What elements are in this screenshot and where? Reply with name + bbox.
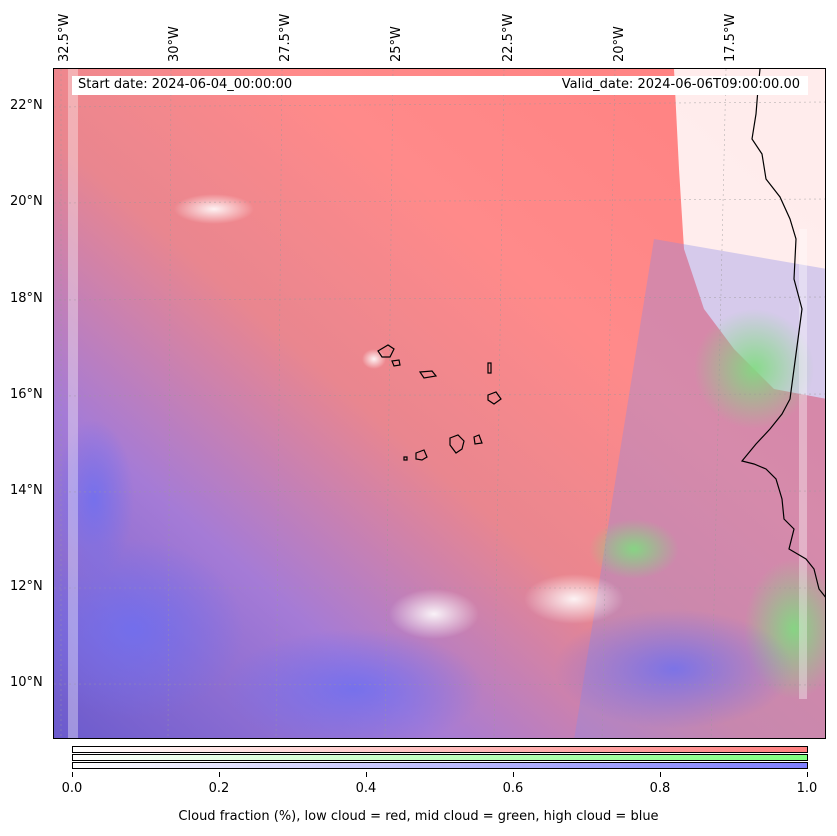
edge-artifact <box>799 229 807 699</box>
mid-cloud-colorbar <box>72 754 808 761</box>
clear-sky-region <box>674 69 825 399</box>
colorbar-tick-label: 0.6 <box>502 781 524 796</box>
colorbar-tick <box>72 772 73 777</box>
mixed-cloud-patch <box>389 589 479 639</box>
colorbar-tick-label: 0.2 <box>208 781 230 796</box>
latitude-label: 16°N <box>10 387 43 402</box>
latitude-label: 10°N <box>10 675 43 690</box>
low-cloud-colorbar <box>72 746 808 753</box>
latitude-label: 22°N <box>10 98 43 113</box>
mid-cloud-patch <box>589 519 679 579</box>
colorbar-tick-label: 0.4 <box>355 781 377 796</box>
map-canvas <box>54 69 825 738</box>
high-cloud-patch <box>224 629 484 738</box>
longitude-label: 32.5°W <box>57 13 72 62</box>
mixed-cloud-patch <box>524 574 624 624</box>
colorbar-tick-label: 0.0 <box>61 781 83 796</box>
longitude-label: 22.5°W <box>501 13 516 62</box>
latitude-label: 18°N <box>10 291 43 306</box>
gridlines <box>54 69 825 738</box>
high-cloud-colorbar <box>72 762 808 769</box>
mixed-cloud-patch <box>174 194 254 224</box>
latitude-label: 12°N <box>10 579 43 594</box>
mid-cloud-patch <box>694 309 814 429</box>
coastline <box>740 69 825 598</box>
colorbar-tick-label: 0.8 <box>649 781 671 796</box>
mixed-cloud-patch <box>362 349 386 369</box>
colorbar-tick-label: 1.0 <box>796 781 818 796</box>
high-cloud-patch <box>554 609 794 729</box>
longitude-label: 27.5°W <box>278 13 293 62</box>
colorbar-tick <box>807 772 808 777</box>
longitude-label: 17.5°W <box>723 13 738 62</box>
colorbar-tick <box>219 772 220 777</box>
valid-date-label: Valid_date: 2024-06-06T09:00:00.00 <box>561 77 800 92</box>
cloud-fraction-map <box>53 68 826 739</box>
colorbar-tick <box>513 772 514 777</box>
longitude-label: 30°W <box>167 26 182 62</box>
edge-artifact <box>68 69 78 738</box>
longitude-label: 20°W <box>612 26 627 62</box>
date-banner: Start date: 2024-06-04_00:00:00 Valid_da… <box>72 76 808 95</box>
colorbar-tick <box>366 772 367 777</box>
latitude-label: 14°N <box>10 483 43 498</box>
colorbar-caption: Cloud fraction (%), low cloud = red, mid… <box>178 809 659 824</box>
high-cloud-patch <box>54 539 244 719</box>
start-date-label: Start date: 2024-06-04_00:00:00 <box>78 77 293 92</box>
longitude-label: 25°W <box>389 26 404 62</box>
cape-verde-islands <box>377 344 502 461</box>
colorbar-tick <box>660 772 661 777</box>
high-cloud-patch <box>54 419 134 579</box>
latitude-label: 20°N <box>10 194 43 209</box>
